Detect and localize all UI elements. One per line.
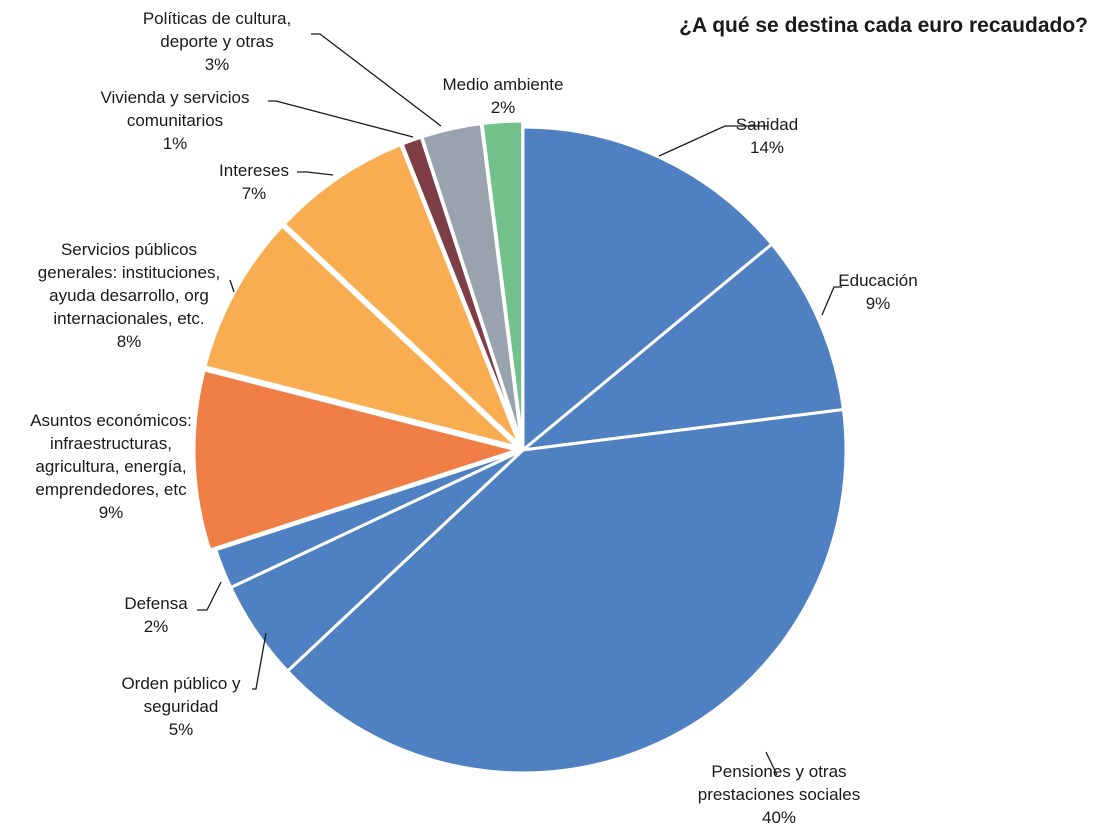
leader-line <box>268 100 414 138</box>
slice-value-label: 3% <box>205 55 230 74</box>
slice-label: Vivienda y servicios comunitarios 1% <box>101 88 250 153</box>
slice-label: Pensiones y otras prestaciones sociales 40… <box>698 762 861 823</box>
slice-name-line: Medio ambiente <box>443 75 564 94</box>
slice-labels: Sanidad 14% Educación 9% Pensiones y otras pr… <box>30 9 917 827</box>
slice-label: Intereses 7% <box>219 161 289 203</box>
slice-name-line: Sanidad <box>736 115 798 134</box>
pie-slice <box>192 368 523 552</box>
slice-value-label: 1% <box>163 134 188 153</box>
slice-value-label: 2% <box>144 617 169 636</box>
leader-lines <box>197 33 842 776</box>
slice-value-label: 40% <box>762 808 796 823</box>
pie-slice <box>203 223 519 449</box>
slice-label: Políticas de cultura, deporte y otras 3% <box>143 9 291 74</box>
slice-label: Orden público y seguridad 5% <box>121 674 241 739</box>
slice-name-line: prestaciones sociales <box>698 785 861 804</box>
slice-label: Defensa 2% <box>124 594 188 636</box>
slice-name-line: Educación <box>838 271 917 290</box>
pie-slices <box>192 119 848 775</box>
slice-label: Medio ambiente 2% <box>443 75 564 117</box>
slice-value-label: 9% <box>99 503 124 522</box>
slice-name-line: Servicios públicos <box>61 240 197 259</box>
slice-value-label: 7% <box>242 184 267 203</box>
slice-name-line: Defensa <box>124 594 188 613</box>
leader-line <box>658 125 767 157</box>
slice-name-line: Políticas de cultura, <box>143 9 291 28</box>
slice-value-label: 14% <box>750 138 784 157</box>
slice-name-line: Intereses <box>219 161 289 180</box>
pie-slice <box>480 119 525 445</box>
slice-name-line: internacionales, etc. <box>53 309 204 328</box>
slice-label: Sanidad 14% <box>736 115 798 157</box>
slice-label: Educación 9% <box>838 271 917 313</box>
slice-value-label: 8% <box>117 332 142 351</box>
slice-name-line: agricultura, energía, <box>35 457 186 476</box>
chart-title: ¿A qué se destina cada euro recaudado? <box>679 14 1088 37</box>
leader-line <box>229 279 235 293</box>
slice-name-line: Pensiones y otras <box>711 762 846 781</box>
pie-slice <box>282 142 522 447</box>
slice-label: Servicios públicos generales: institucion… <box>38 240 220 351</box>
slice-name-line: ayuda desarrollo, org <box>49 286 209 305</box>
slice-name-line: Vivienda y servicios <box>101 88 250 107</box>
pie-slice <box>521 125 774 454</box>
slice-value-label: 2% <box>491 98 516 117</box>
slice-name-line: deporte y otras <box>160 32 273 51</box>
slice-name-line: comunitarios <box>127 111 223 130</box>
slice-label: Asuntos económicos: infraestructuras, agri… <box>30 411 192 522</box>
slice-name-line: Orden público y <box>121 674 241 693</box>
slice-name-line: Asuntos económicos: <box>30 411 192 430</box>
leader-line <box>252 632 267 690</box>
slice-name-line: generales: instituciones, <box>38 263 220 282</box>
slice-name-line: seguridad <box>144 697 219 716</box>
pie-slice <box>518 241 846 453</box>
leader-line <box>821 286 842 316</box>
slice-name-line: emprendedores, etc <box>35 480 187 499</box>
pie-slice <box>285 407 848 775</box>
pie-slice <box>213 448 524 590</box>
leader-line <box>297 171 334 176</box>
slice-value-label: 5% <box>169 720 194 739</box>
leader-line <box>765 751 778 776</box>
slice-value-label: 9% <box>866 294 891 313</box>
leader-line <box>311 33 442 127</box>
slice-name-line: infraestructuras, <box>50 434 172 453</box>
leader-line <box>197 581 222 611</box>
